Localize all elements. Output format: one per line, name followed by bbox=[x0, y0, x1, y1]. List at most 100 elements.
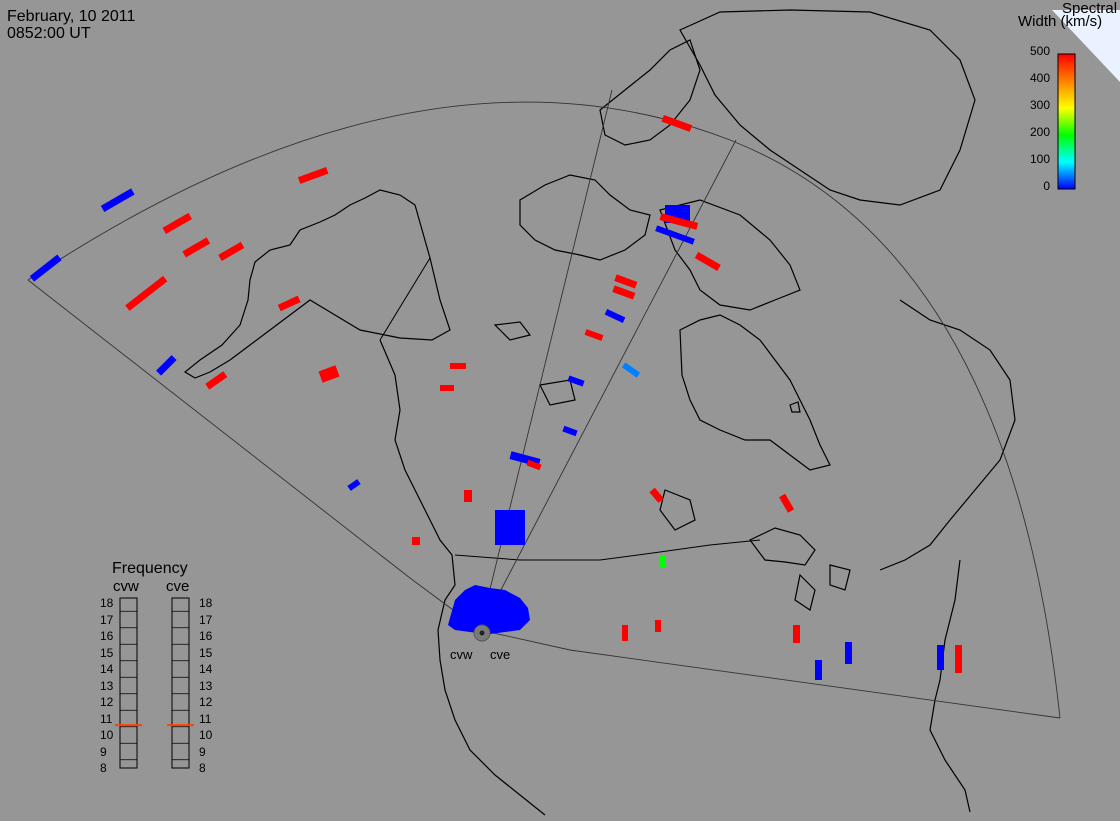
pacific-coast bbox=[379, 339, 546, 816]
freq-tick-left: 15 bbox=[100, 645, 114, 660]
scatter-red-21 bbox=[622, 625, 628, 641]
date-label: February, 10 2011 bbox=[7, 8, 136, 25]
fov-south-edge bbox=[479, 629, 1061, 719]
scatter-cyan-1 bbox=[621, 362, 641, 378]
scatter-red-3 bbox=[182, 237, 211, 258]
scatter-blue-6 bbox=[156, 355, 177, 376]
freq-tick-right: 13 bbox=[199, 678, 213, 693]
scatter-blue-11 bbox=[815, 660, 822, 680]
scatter-blue-4 bbox=[100, 188, 135, 212]
legend-tick: 100 bbox=[1029, 152, 1050, 166]
freq-tick-left: 11 bbox=[100, 711, 113, 726]
labrador-coast bbox=[879, 299, 1016, 571]
scatter-red-8 bbox=[318, 365, 340, 383]
scatter-blue-10 bbox=[347, 479, 361, 491]
scatter-blue-12 bbox=[845, 642, 852, 664]
freq-gauge-cve bbox=[171, 597, 190, 769]
freq-tick-left: 10 bbox=[100, 728, 114, 742]
scatter-red-13 bbox=[694, 251, 721, 271]
scatter-red-23 bbox=[793, 625, 800, 643]
scatter-red-20 bbox=[779, 493, 795, 513]
radar-label-east: cve bbox=[490, 647, 511, 662]
freq-tick-right: 18 bbox=[199, 596, 213, 610]
scatter-red-7 bbox=[205, 371, 228, 390]
ellesmere bbox=[599, 39, 701, 146]
atlantic-coast bbox=[929, 559, 971, 813]
scatter-red-12 bbox=[659, 213, 699, 230]
legend-tick: 300 bbox=[1029, 98, 1050, 112]
freq-tick-left: 9 bbox=[100, 744, 107, 759]
freq-tick-right: 16 bbox=[199, 629, 213, 643]
scatter-red-25 bbox=[412, 537, 420, 545]
alaska-coast bbox=[183, 189, 451, 379]
freq-tick-left: 18 bbox=[100, 596, 114, 610]
scatter-red-14 bbox=[614, 274, 638, 289]
freq-tick-left: 12 bbox=[100, 695, 114, 709]
scatter-red-17 bbox=[526, 459, 542, 471]
arctic-islands bbox=[519, 174, 651, 261]
scatter-red-2 bbox=[162, 212, 192, 234]
legend-tick: 200 bbox=[1029, 125, 1050, 139]
scatter-red-18 bbox=[464, 490, 472, 502]
frequency-gauges bbox=[115, 597, 194, 769]
great-lakes bbox=[749, 527, 851, 611]
scatter-red-10 bbox=[440, 385, 454, 391]
freq-tick-right: 14 bbox=[199, 662, 213, 676]
radar-near-cluster bbox=[448, 585, 530, 634]
scatter-blue-9 bbox=[562, 425, 578, 437]
freq-tick-left: 16 bbox=[100, 629, 114, 643]
alaska-canada-border bbox=[379, 257, 431, 341]
corner-highlight bbox=[1052, 10, 1120, 82]
legend-tick: 400 bbox=[1029, 71, 1050, 85]
freq-radar-label-cvw: cvw bbox=[113, 578, 139, 595]
greenland-coast bbox=[679, 9, 976, 206]
freq-radar-label-cve: cve bbox=[166, 578, 190, 595]
freq-tick-right: 17 bbox=[199, 612, 213, 627]
borders bbox=[379, 257, 761, 561]
radar-site-center bbox=[479, 630, 485, 636]
freq-tick-right: 11 bbox=[199, 711, 212, 726]
freq-gauge-lines bbox=[120, 610, 189, 761]
freq-tick-right: 10 bbox=[199, 728, 213, 742]
time-label: 0852:00 UT bbox=[7, 25, 91, 42]
legend-unit: Width (km/s) bbox=[1018, 13, 1103, 30]
scatter-green-1 bbox=[660, 555, 666, 567]
scatter-blue-3 bbox=[655, 225, 695, 245]
freq-gauge-cvw bbox=[119, 597, 138, 769]
legend-tick: 500 bbox=[1029, 44, 1050, 58]
spectral-width-colorbar bbox=[1057, 53, 1076, 190]
radar-label-west: cvw bbox=[450, 647, 473, 662]
scatter-red-15 bbox=[612, 285, 636, 300]
scatter-blue-7 bbox=[604, 309, 626, 323]
scatter-blue-8 bbox=[567, 375, 585, 387]
freq-tick-left: 8 bbox=[100, 761, 107, 775]
legend-tick: 0 bbox=[1043, 179, 1050, 193]
scatter-red-5 bbox=[125, 275, 168, 311]
fov-arc bbox=[27, 101, 1061, 719]
scatter-data bbox=[29, 115, 962, 680]
freq-tick-right: 9 bbox=[199, 744, 206, 759]
freq-tick-left: 17 bbox=[100, 612, 114, 627]
freq-tick-right: 12 bbox=[199, 695, 213, 709]
beam-line-2 bbox=[479, 139, 737, 631]
scatter-blue-13 bbox=[937, 645, 944, 670]
baffin-island bbox=[659, 199, 801, 311]
scatter-red-16 bbox=[584, 329, 604, 341]
scatter-red-4 bbox=[218, 241, 245, 261]
island-belcher bbox=[789, 401, 801, 413]
scatter-red-24 bbox=[955, 645, 962, 673]
scatter-red-1 bbox=[297, 167, 329, 184]
scatter-red-9 bbox=[450, 363, 466, 369]
scatter-blue-5 bbox=[29, 254, 62, 282]
freq-tick-right: 8 bbox=[199, 761, 206, 775]
scatter-red-22 bbox=[655, 620, 661, 632]
canadian-lakes bbox=[493, 321, 696, 531]
coastlines bbox=[183, 9, 1016, 816]
frequency-title: Frequency bbox=[112, 560, 188, 577]
scatter-red-6 bbox=[277, 295, 301, 312]
freq-tick-left: 13 bbox=[100, 678, 114, 693]
scatter-cluster-mid bbox=[495, 510, 525, 545]
